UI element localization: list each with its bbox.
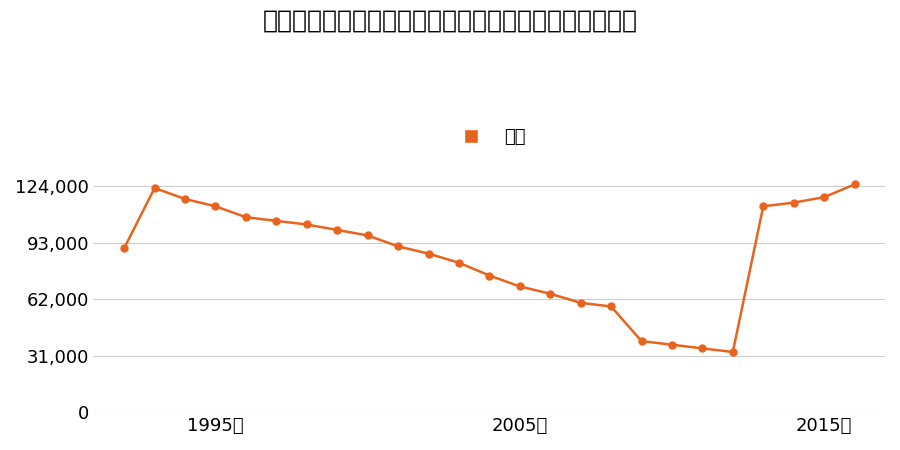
価格 [392, 243, 403, 249]
Legend: 価格: 価格 [446, 121, 533, 153]
価格 [271, 218, 282, 224]
価格 [149, 185, 160, 191]
Line: 価格: 価格 [121, 181, 858, 356]
価格 [819, 194, 830, 200]
価格 [575, 300, 586, 306]
価格 [240, 215, 251, 220]
価格 [210, 203, 220, 209]
価格 [544, 291, 555, 297]
価格 [180, 196, 191, 202]
価格 [697, 346, 707, 351]
価格 [423, 251, 434, 256]
価格 [606, 304, 616, 309]
価格 [788, 200, 799, 205]
価格 [119, 246, 130, 251]
Text: 宮城県仙台市泉区長命ケ丘４丁目２０番１８の地価推移: 宮城県仙台市泉区長命ケ丘４丁目２０番１８の地価推移 [263, 9, 637, 33]
価格 [515, 284, 526, 289]
価格 [636, 338, 647, 344]
価格 [302, 222, 312, 227]
価格 [332, 227, 343, 233]
価格 [362, 233, 373, 238]
価格 [758, 203, 769, 209]
価格 [727, 349, 738, 355]
価格 [454, 260, 464, 265]
価格 [667, 342, 678, 347]
価格 [484, 273, 495, 278]
価格 [850, 182, 860, 187]
